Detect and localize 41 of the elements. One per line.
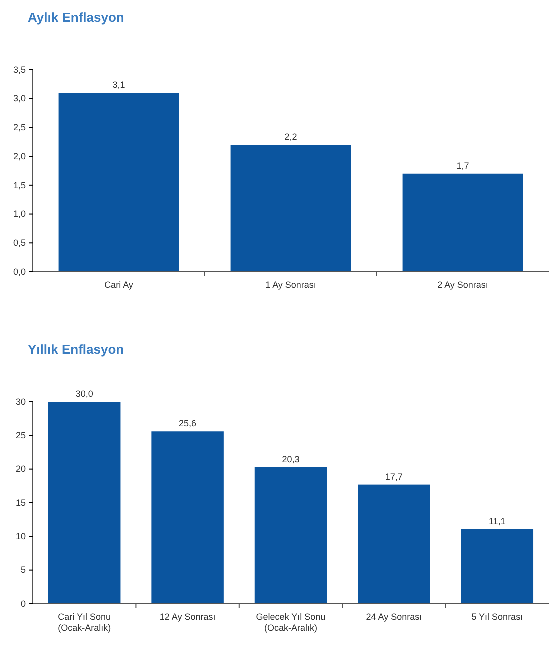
x-tick-label: 1 Ay Sonrası [266, 280, 316, 290]
y-tick-label: 1,0 [13, 209, 26, 220]
data-label: 17,7 [385, 472, 403, 482]
x-tick-label: Cari Ay [104, 280, 134, 290]
y-tick-label: 5 [20, 565, 26, 576]
data-label: 20,3 [282, 454, 300, 464]
data-label: 30,0 [76, 389, 94, 399]
bar [402, 174, 524, 272]
y-tick-label: 10 [16, 532, 26, 542]
bar [461, 529, 534, 604]
y-tick-label: 3,0 [13, 94, 26, 104]
y-tick-label: 25 [16, 430, 26, 441]
y-tick-label: 1,5 [13, 180, 26, 190]
y-tick-label: 20 [16, 464, 26, 474]
chart-title: Aylık Enflasyon [28, 10, 124, 25]
y-tick-label: 3,5 [13, 64, 26, 75]
bar [254, 467, 328, 604]
data-label: 2,2 [284, 132, 298, 142]
y-tick-label: 15 [16, 498, 26, 508]
y-tick-label: 0,0 [13, 266, 26, 277]
x-tick-label: 24 Ay Sonrası [366, 612, 422, 622]
y-tick-label: 0 [20, 598, 26, 609]
x-tick-label: 5 Yıl Sonrası [472, 612, 524, 622]
bar [58, 93, 180, 272]
y-tick-label: 0,5 [13, 238, 26, 248]
y-tick-label: 2,0 [13, 151, 26, 162]
x-tick-label: 12 Ay Sonrası [160, 612, 216, 622]
data-label: 3,1 [112, 80, 126, 90]
y-tick-label: 2,5 [13, 122, 26, 133]
chart-title: Yıllık Enflasyon [28, 342, 124, 357]
data-label: 11,1 [488, 516, 506, 526]
bar [152, 432, 224, 604]
y-tick-label: 30 [16, 396, 26, 407]
x-tick-label: Cari Yıl Sonu (Ocak-Aralık) [58, 612, 112, 633]
bar [358, 484, 430, 604]
bar [230, 145, 352, 272]
data-label: 25,6 [179, 418, 197, 429]
data-label: 1,7 [456, 160, 470, 171]
x-tick-label: 2 Ay Sonrası [438, 280, 488, 290]
bar [48, 402, 121, 604]
x-tick-label: Gelecek Yıl Sonu (Ocak-Aralık) [256, 612, 326, 633]
